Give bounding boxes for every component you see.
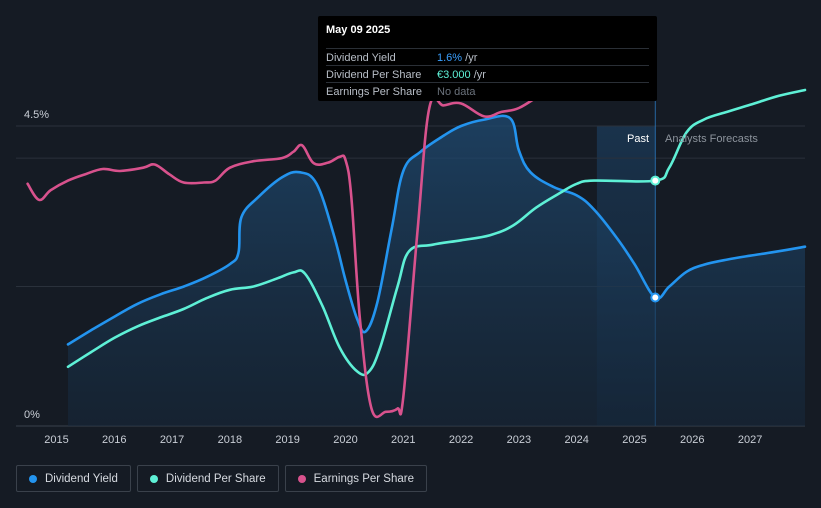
- dividend-per-share-marker: [650, 175, 661, 186]
- x-tick-label: 2022: [449, 434, 473, 446]
- tooltip-value: €3.000 /yr: [437, 69, 486, 81]
- legend: Dividend Yield Dividend Per Share Earnin…: [16, 465, 427, 494]
- tooltip-label: Earnings Per Share: [326, 86, 422, 98]
- legend-dot-icon: [297, 474, 306, 483]
- x-tick-label: 2023: [507, 434, 531, 446]
- legend-label: Dividend Yield: [45, 472, 118, 485]
- tooltip-date: May 09 2025: [326, 24, 391, 36]
- forecast-region-label: Analysts Forecasts: [665, 133, 758, 145]
- legend-label: Dividend Per Share: [165, 472, 266, 485]
- x-tick-label: 2026: [680, 434, 704, 446]
- past-region-label: Past: [627, 133, 649, 145]
- legend-label: Earnings Per Share: [313, 472, 414, 485]
- tooltip-row-dividend-per-share: Dividend Per Share €3.000 /yr: [326, 65, 649, 83]
- legend-earnings-per-share[interactable]: Earnings Per Share: [284, 465, 427, 492]
- earnings-per-share-line: [26, 71, 636, 419]
- x-tick-label: 2027: [738, 434, 762, 446]
- x-tick-label: 2025: [622, 434, 646, 446]
- tooltip-value: 1.6% /yr: [437, 52, 478, 64]
- legend-dot-icon: [29, 474, 37, 483]
- x-tick-label: 2017: [160, 434, 184, 446]
- tooltip-label: Dividend Per Share: [326, 69, 422, 81]
- y-axis-bottom-label: 0%: [24, 409, 40, 421]
- dividend-per-share-line: [66, 88, 807, 377]
- tooltip-label: Dividend Yield: [326, 52, 396, 64]
- legend-dividend-per-share[interactable]: Dividend Per Share: [136, 465, 279, 492]
- tooltip-row-dividend-yield: Dividend Yield 1.6% /yr: [326, 48, 649, 66]
- x-tick-label: 2019: [275, 434, 299, 446]
- x-tick-label: 2021: [391, 434, 415, 446]
- legend-dot-icon: [149, 474, 158, 483]
- tooltip-value: No data: [437, 86, 476, 98]
- dividend-yield-area: [68, 115, 805, 426]
- tooltip: May 09 2025 Dividend Yield 1.6% /yr Divi…: [318, 16, 657, 101]
- dividend-yield-marker: [650, 292, 661, 303]
- tooltip-row-earnings-per-share: Earnings Per Share No data: [326, 82, 649, 100]
- x-tick-label: 2020: [333, 434, 357, 446]
- legend-dividend-yield[interactable]: Dividend Yield: [16, 465, 131, 492]
- x-tick-label: 2018: [218, 434, 242, 446]
- x-tick-label: 2024: [564, 434, 588, 446]
- x-tick-label: 2015: [44, 434, 68, 446]
- x-tick-label: 2016: [102, 434, 126, 446]
- y-axis-top-label: 4.5%: [24, 109, 49, 121]
